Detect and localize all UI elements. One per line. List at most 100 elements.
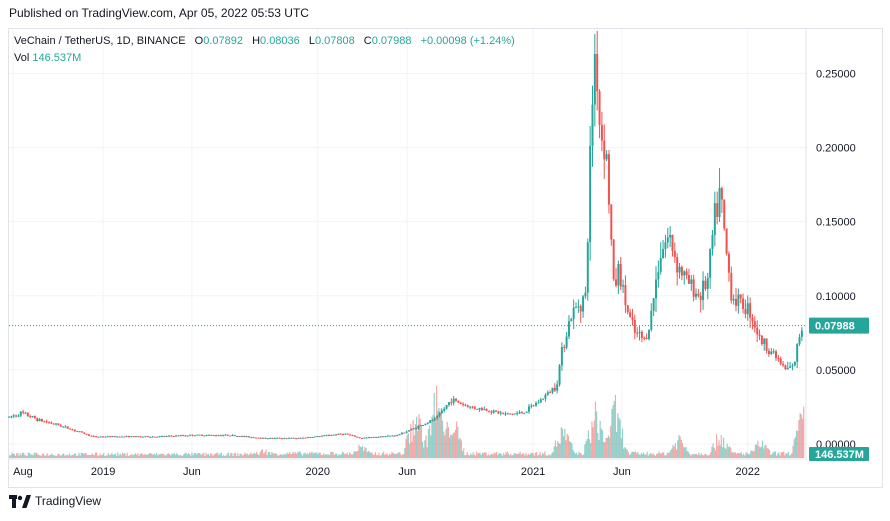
volume-bar [623, 448, 625, 458]
volume-bar [203, 452, 205, 458]
volume-bar [783, 451, 785, 458]
volume-bar [23, 452, 25, 458]
volume-bar [800, 414, 802, 458]
volume-bar [317, 454, 319, 458]
candle-body [160, 435, 163, 437]
volume-bar [147, 454, 150, 458]
volume-bar [250, 452, 252, 458]
volume-bar [601, 430, 604, 458]
candle-body [775, 351, 778, 359]
volume-bar [653, 454, 655, 458]
candle-body [492, 410, 495, 413]
candle-body [83, 432, 86, 434]
volume-bar [645, 454, 647, 458]
candle-body [135, 436, 138, 438]
volume-bar [43, 453, 45, 458]
volume-bar [713, 447, 715, 458]
volume-bar [650, 452, 652, 458]
volume-bar [87, 454, 90, 458]
volume-bar [36, 452, 38, 458]
volume-bar [633, 452, 635, 458]
volume-bar [785, 452, 787, 458]
volume-bar [113, 454, 115, 458]
candle-body [462, 404, 465, 406]
volume-bar [27, 452, 30, 458]
candle-body [207, 434, 210, 436]
candle-body [560, 347, 563, 366]
volume-bar [16, 453, 18, 458]
volume-bar [25, 455, 27, 458]
volume-bar [588, 439, 591, 458]
volume-bar [237, 453, 239, 458]
volume-bar [626, 449, 628, 458]
candle-body [170, 435, 173, 437]
volume-bar [483, 453, 485, 458]
volume-bar [787, 451, 789, 458]
volume-bar [583, 454, 585, 458]
volume-bar [378, 452, 380, 458]
candle-body [358, 437, 361, 439]
candle-body [50, 422, 53, 424]
volume-bar [441, 420, 444, 458]
volume-bar [631, 451, 633, 458]
footer-brand[interactable]: TradingView [9, 494, 101, 508]
volume-bar [432, 415, 434, 458]
volume-bar [454, 429, 457, 458]
volume-bar [431, 416, 433, 458]
candle-body [193, 435, 196, 437]
candle-body [92, 435, 95, 437]
candle-body [311, 437, 314, 439]
volume-bar [614, 394, 617, 458]
candle-body [499, 412, 502, 414]
volume-bar [719, 445, 721, 458]
candle-body [179, 435, 182, 437]
candle-body [177, 435, 180, 437]
candle-body [196, 434, 199, 436]
volume-bar [214, 453, 217, 458]
volume-bar [94, 452, 97, 458]
volume-bar [143, 455, 145, 458]
volume-bar [778, 452, 780, 458]
volume-bar [570, 441, 572, 458]
candle-body [424, 423, 427, 425]
candle-body [151, 436, 154, 438]
volume-bar [241, 455, 244, 458]
volume-bar [364, 446, 366, 458]
candle-body [469, 406, 472, 408]
volume-bar [760, 446, 762, 458]
candle-body [455, 398, 458, 401]
candle-body [116, 436, 119, 438]
candle-body [266, 438, 269, 440]
candle-body [744, 309, 747, 315]
candle-body [52, 423, 55, 425]
volume-bar [594, 401, 597, 458]
volume-bar [148, 452, 151, 458]
volume-bar [92, 454, 94, 458]
volume-bar [683, 447, 685, 458]
volume-bar [128, 455, 131, 458]
volume-bar [127, 456, 130, 458]
volume-bar [518, 453, 520, 458]
candle-body [226, 434, 229, 436]
candle-body [224, 434, 227, 436]
candle-body [26, 412, 29, 417]
candle-body [685, 271, 688, 276]
volume-bar [377, 455, 379, 458]
volume-bar [316, 452, 318, 458]
y-tick-label: 0.25000 [816, 68, 856, 80]
volume-bar [132, 455, 134, 458]
candle-body [742, 298, 745, 310]
volume-bar [396, 453, 398, 458]
candle-body [626, 305, 629, 313]
volume-bar [798, 419, 800, 458]
volume-bar [185, 452, 187, 458]
x-tick-label: Jun [183, 466, 201, 478]
x-tick-label: 2022 [736, 466, 760, 478]
volume-bar [367, 451, 369, 458]
candle-body [718, 188, 721, 217]
volume-bar [773, 451, 775, 458]
volume-bar [741, 454, 744, 458]
volume-bar [79, 455, 81, 458]
candle-body [262, 437, 265, 439]
